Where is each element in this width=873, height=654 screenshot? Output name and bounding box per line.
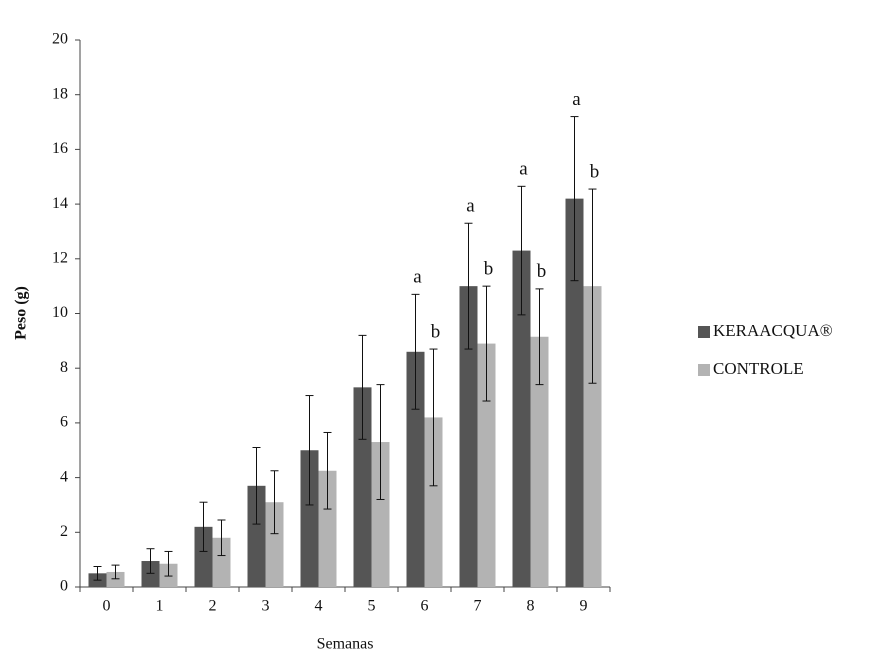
significance-letter: a [572,89,581,110]
significance-letter: a [413,267,422,288]
error-bar [217,519,226,557]
x-tick-label: 7 [474,598,482,615]
y-tick-label: 16 [52,140,68,157]
significance-letter: b [537,261,547,282]
error-bar [199,501,208,552]
bar [141,561,160,587]
legend-label: KERAACQUA® [713,321,833,340]
bar [424,417,443,587]
bar [318,470,337,587]
significance-letter: a [519,159,528,180]
bar [247,485,266,587]
x-axis-label: Semanas [317,636,374,653]
bar [565,198,584,587]
bar [406,351,425,587]
error-bar [323,431,332,510]
bar [371,442,390,587]
error-bar [429,348,438,487]
y-tick-label: 8 [60,359,68,376]
y-tick-label: 6 [60,414,68,431]
error-bar [111,564,120,580]
x-tick-label: 6 [421,598,429,615]
y-tick-label: 12 [52,249,68,266]
bar [530,336,549,587]
x-tick-label: 9 [580,598,588,615]
error-bar [464,222,473,350]
error-bar [252,447,261,525]
bar [477,343,496,587]
bar [459,286,478,587]
legend-label: CONTROLE [713,359,804,378]
legend-swatch [698,364,710,376]
error-bar [146,548,155,574]
significance-letter: b [590,161,600,182]
significance-letter: b [431,321,441,342]
y-tick-label: 20 [52,31,68,48]
bar [212,537,231,587]
bar [583,286,602,587]
error-bar [517,185,526,316]
x-tick-label: 8 [527,598,535,615]
y-tick-label: 10 [52,304,68,321]
significance-letter: a [466,196,475,217]
x-tick-label: 5 [368,598,376,615]
error-bar [535,288,544,386]
y-axis-label: Peso (g) [13,286,30,340]
bar [300,450,319,587]
x-tick-label: 3 [262,598,270,615]
significance-letter: b [484,259,494,280]
x-tick-label: 1 [156,598,164,615]
y-tick-label: 4 [60,468,68,485]
error-bar [164,550,173,577]
bar [106,571,125,587]
x-tick-label: 4 [315,598,323,615]
error-bar [270,470,279,535]
error-bar [411,293,420,410]
y-tick-label: 18 [52,85,68,102]
bar [265,502,284,587]
y-tick-label: 2 [60,523,68,540]
error-bar [305,395,314,506]
bar [512,250,531,587]
error-bar [93,565,102,581]
error-bar [376,384,385,500]
x-tick-label: 0 [103,598,111,615]
error-bar [358,334,367,440]
bar [194,526,213,587]
y-tick-label: 14 [52,195,68,212]
y-tick-label: 0 [60,578,68,595]
error-bar [588,188,597,384]
error-bar [570,116,579,282]
bar [353,387,372,587]
error-bar [482,285,491,402]
legend-swatch [698,326,710,338]
x-tick-label: 2 [209,598,217,615]
